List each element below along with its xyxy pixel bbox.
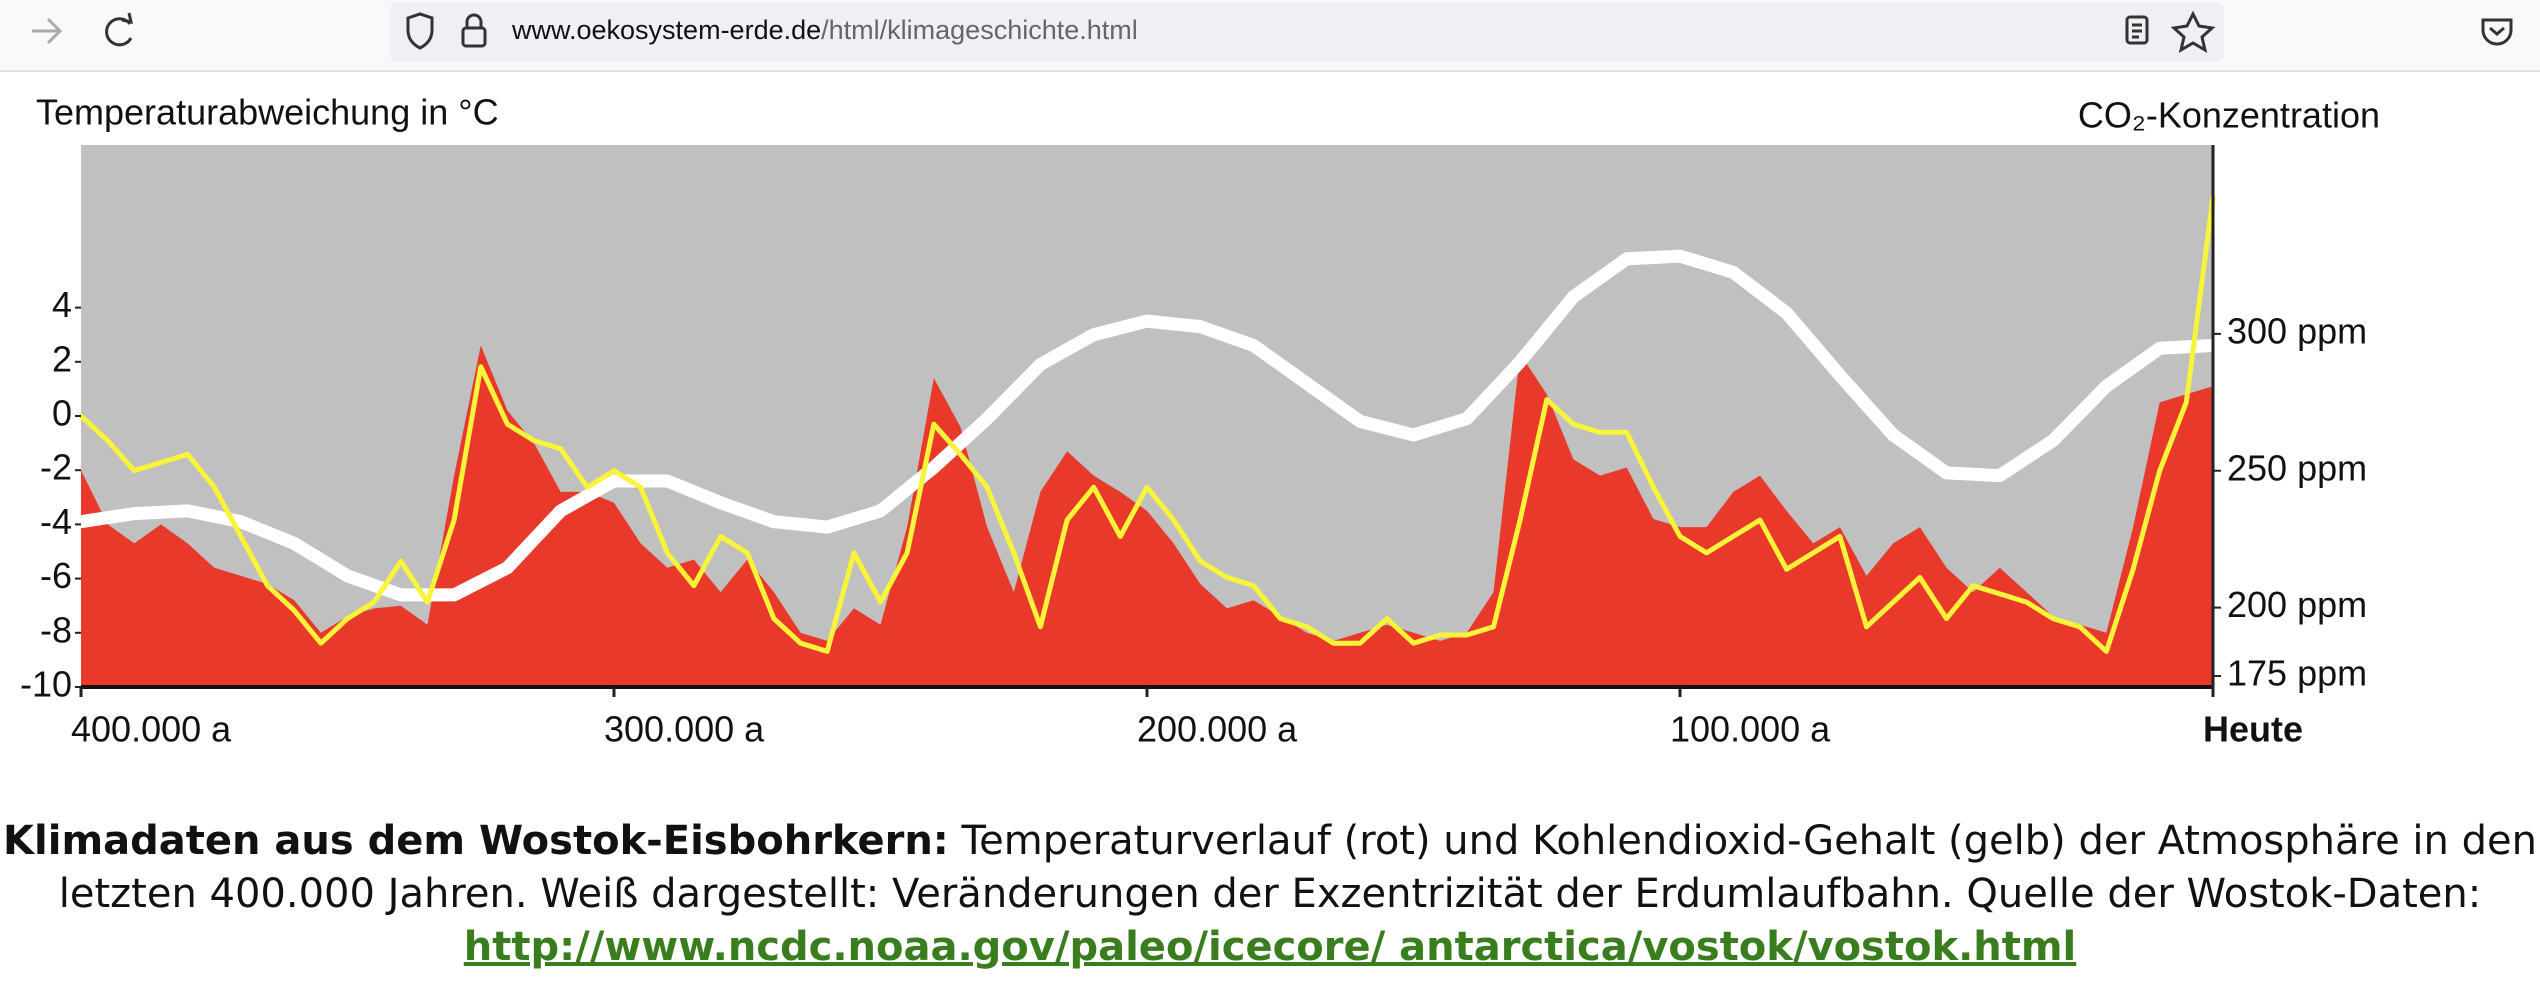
y2-tick-label: 250 ppm bbox=[2227, 447, 2367, 488]
y-tick-label: 4 bbox=[52, 284, 72, 325]
y-tick-label: -8 bbox=[40, 609, 72, 650]
y-tick-label: -10 bbox=[20, 664, 72, 705]
lock-icon[interactable] bbox=[461, 13, 487, 48]
forward-button[interactable] bbox=[32, 17, 63, 45]
x-tick-label: 300.000 a bbox=[604, 709, 765, 750]
pocket-icon[interactable] bbox=[2481, 18, 2513, 46]
reload-button[interactable] bbox=[105, 12, 133, 47]
caption-text: Temperaturverlauf (rot) und Kohlendioxid… bbox=[58, 818, 2537, 917]
y2-tick-label: 300 ppm bbox=[2227, 310, 2367, 351]
bookmark-star[interactable] bbox=[2170, 10, 2216, 54]
y-tick-label: -2 bbox=[40, 447, 72, 488]
y2-tick-label: 200 ppm bbox=[2227, 584, 2367, 625]
chart: Temperaturabweichung in °C CO₂-Konzentra… bbox=[20, 92, 2380, 750]
y2-tick-label: 175 ppm bbox=[2227, 653, 2367, 694]
x-tick-label: 400.000 a bbox=[71, 709, 232, 750]
y-axis-label: Temperaturabweichung in °C bbox=[36, 92, 499, 133]
url-path: /html/klimageschichte.html bbox=[821, 15, 1138, 45]
y-tick-label: 0 bbox=[52, 393, 72, 434]
y-tick-label: -4 bbox=[40, 501, 72, 542]
y2-axis-label: CO₂-Konzentration bbox=[2078, 95, 2380, 136]
toolbar-icons: www.oekosystem-erde.de/html/klimageschic… bbox=[32, 2, 2513, 62]
caption: Klimadaten aus dem Wostok-Eisbohrkern: T… bbox=[0, 815, 2540, 974]
browser-toolbar: www.oekosystem-erde.de/html/klimageschic… bbox=[0, 0, 2540, 72]
url-field[interactable] bbox=[389, 2, 2224, 62]
url-host: www.oekosystem-erde.de bbox=[511, 15, 821, 45]
caption-bold: Klimadaten aus dem Wostok-Eisbohrkern: bbox=[3, 818, 949, 864]
co2-line bbox=[78, 194, 2216, 654]
temperature-area bbox=[81, 345, 2213, 687]
source-link[interactable]: http://www.ncdc.noaa.gov/paleo/icecore/ … bbox=[463, 924, 2077, 970]
x-tick-label: 100.000 a bbox=[1670, 709, 1831, 750]
eccentricity-line bbox=[74, 249, 2220, 602]
x-tick-label: 200.000 a bbox=[1137, 709, 1298, 750]
reader-icon[interactable] bbox=[2125, 15, 2149, 45]
y-tick-label: 2 bbox=[52, 338, 72, 379]
url-text[interactable]: www.oekosystem-erde.de/html/klimageschic… bbox=[511, 15, 1138, 45]
x-tick-label: Heute bbox=[2203, 709, 2303, 750]
y-tick-label: -6 bbox=[40, 555, 72, 596]
shield-icon[interactable] bbox=[406, 12, 434, 50]
